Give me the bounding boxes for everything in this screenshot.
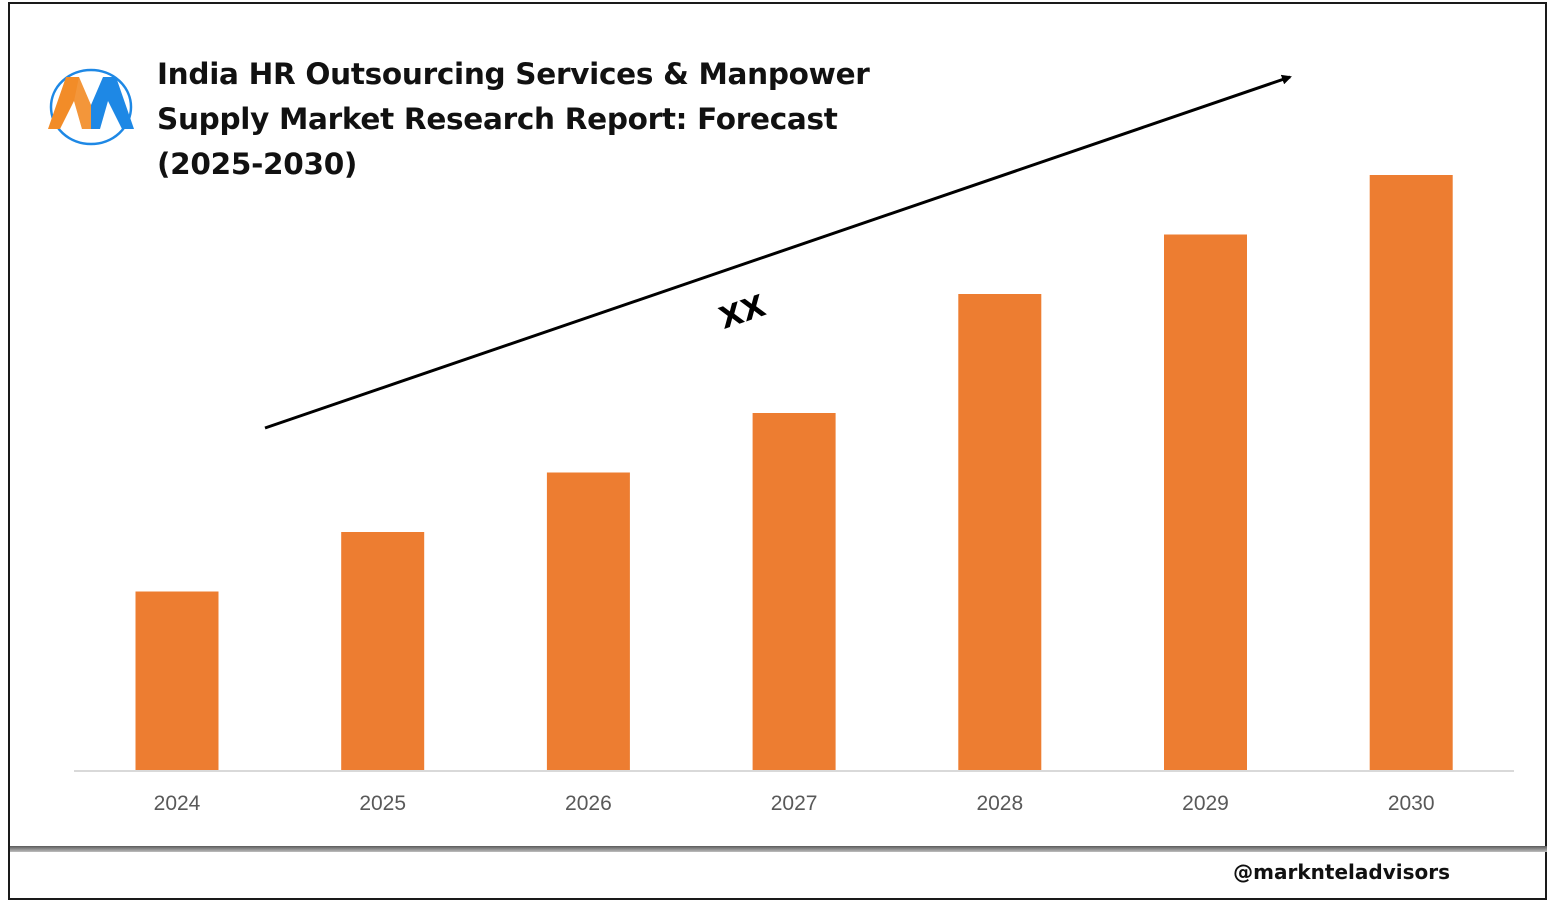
bar-2030 (1369, 175, 1453, 770)
bar-2026 (546, 472, 630, 770)
title-line-2: Supply Market Research Report: Forecast (157, 102, 838, 136)
bar-2027 (752, 413, 836, 770)
x-tick-label-2024: 2024 (154, 792, 201, 815)
trend-arrow (264, 74, 1292, 430)
chart-title: India HR Outsourcing Services & Manpower… (157, 52, 877, 187)
bar-2025 (341, 532, 425, 770)
panel-divider (10, 846, 1547, 852)
x-tick-label-2027: 2027 (771, 792, 818, 815)
trend-label: XX (715, 289, 770, 337)
bar-2029 (1164, 234, 1247, 770)
x-tick-label-2030: 2030 (1388, 792, 1435, 815)
footer-handle: @marknteladvisors (1233, 860, 1450, 884)
title-line-1: India HR Outsourcing Services & Manpower (157, 57, 870, 91)
x-tick-label-2028: 2028 (976, 792, 1023, 815)
marknteladvisors-m-logo-icon (48, 68, 134, 146)
plot-panel (8, 2, 1547, 850)
x-tick-label-2026: 2026 (565, 792, 612, 815)
trend-arrow-line (264, 74, 1292, 430)
title-line-3: (2025-2030) (157, 147, 358, 181)
bar-chart: 2024 2025 2026 2027 2028 2029 2030 XX (74, 74, 1514, 815)
bar-2024 (135, 591, 219, 770)
bar-2028 (958, 294, 1042, 770)
x-tick-label-2029: 2029 (1182, 792, 1229, 815)
x-tick-labels-group: 2024 2025 2026 2027 2028 2029 2030 (154, 792, 1435, 815)
bars-group (135, 175, 1453, 770)
x-tick-label-2025: 2025 (359, 792, 406, 815)
